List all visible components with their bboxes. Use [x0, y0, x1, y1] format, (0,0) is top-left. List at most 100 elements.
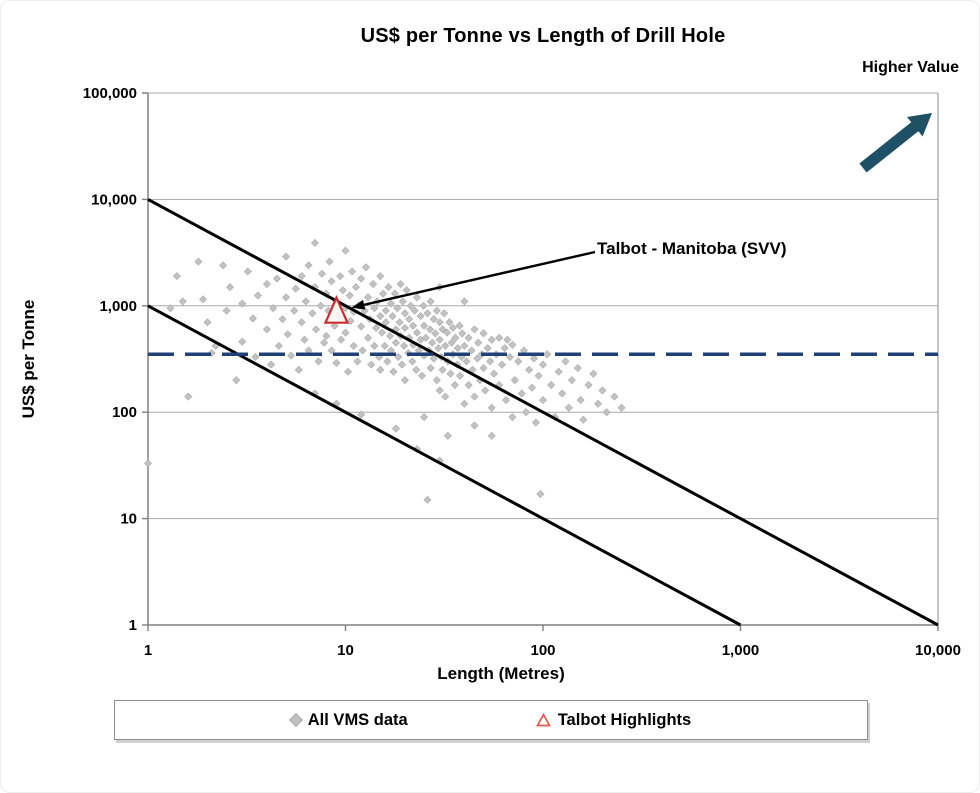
vms-data-point	[534, 371, 543, 380]
annotation-label: Talbot - Manitoba (SVV)	[597, 239, 787, 258]
vms-data-point	[448, 323, 457, 332]
vms-data-point	[203, 318, 212, 327]
vms-data-point	[386, 299, 396, 308]
vms-data-point	[310, 238, 319, 247]
vms-data-point	[330, 321, 339, 330]
vms-data-point	[467, 346, 476, 355]
vms-data-point	[564, 403, 573, 412]
legend-label-talbot: Talbot Highlights	[557, 710, 692, 729]
vms-data-point	[470, 392, 479, 401]
vms-data-point	[429, 354, 438, 363]
vms-data-point	[363, 333, 373, 342]
vms-data-point	[470, 325, 479, 334]
vms-data-point	[291, 284, 300, 293]
vms-data-point	[528, 383, 537, 392]
legend-item-talbot: Talbot Highlights	[535, 710, 692, 730]
vms-data-point	[412, 293, 421, 302]
vms-data-point	[172, 272, 181, 281]
vms-data-point	[294, 365, 303, 374]
vms-data-point	[421, 333, 430, 342]
vms-data-point	[525, 365, 534, 374]
vms-data-point	[419, 301, 428, 310]
vms-data-point	[479, 329, 488, 338]
vms-data-point	[385, 331, 395, 341]
vms-data-point	[269, 304, 278, 313]
vms-data-point	[610, 392, 619, 401]
vms-data-point	[369, 280, 378, 289]
vms-data-point	[435, 386, 444, 395]
talbot-highlight-marker	[323, 294, 350, 324]
vms-data-point	[267, 360, 276, 369]
vms-data-point	[453, 344, 462, 353]
vms-data-point	[531, 418, 540, 427]
vms-data-point	[455, 371, 465, 380]
vms-data-point	[406, 301, 415, 310]
y-tick-label: 1	[129, 617, 137, 634]
vms-data-point	[325, 257, 334, 266]
vms-data-point	[338, 286, 347, 295]
vms-data-point	[503, 335, 512, 344]
vms-data-point	[297, 272, 306, 281]
vms-data-point	[438, 365, 447, 374]
vms-data-point	[432, 376, 441, 385]
vms-data-point	[312, 325, 321, 334]
vms-data-point	[429, 315, 438, 324]
vms-data-point	[500, 344, 509, 353]
vms-data-point	[617, 403, 626, 412]
vms-data-point	[426, 364, 435, 373]
vms-data-point	[384, 283, 393, 292]
annotation-leader-line	[363, 250, 596, 306]
vms-data-point	[567, 376, 576, 385]
vms-data-point	[357, 274, 366, 283]
vms-data-point	[554, 367, 563, 376]
vms-data-point	[543, 350, 552, 359]
vms-data-point	[479, 364, 488, 373]
vms-data-point	[481, 386, 490, 395]
vms-data-point	[451, 333, 460, 342]
vms-data-point	[487, 431, 496, 440]
vms-data-point	[290, 306, 299, 315]
vms-data-point	[405, 315, 414, 324]
vms-data-point	[222, 306, 231, 315]
vms-data-point	[336, 272, 345, 281]
vms-data-point	[426, 297, 435, 306]
vms-data-point	[320, 338, 329, 347]
vms-data-point	[353, 357, 362, 366]
vms-data-point	[398, 297, 407, 306]
vms-data-point	[194, 257, 203, 266]
vms-data-point	[314, 357, 323, 366]
vms-data-point	[443, 328, 452, 337]
vms-data-point	[238, 299, 247, 308]
vms-data-point	[529, 354, 538, 363]
legend-item-vms: All VMS data	[288, 710, 408, 730]
vms-data-point	[243, 267, 252, 276]
vms-data-point	[473, 354, 482, 363]
vms-data-point	[345, 291, 354, 300]
vms-data-point	[219, 261, 228, 270]
vms-data-point	[460, 297, 469, 306]
vms-data-point	[358, 346, 367, 355]
vms-data-point	[379, 289, 388, 298]
vms-data-point	[199, 295, 208, 304]
vms-data-point	[400, 341, 409, 350]
vms-data-point	[447, 338, 456, 347]
vms-data-point	[538, 396, 548, 405]
vms-data-point	[428, 338, 437, 347]
vms-data-point	[251, 353, 260, 362]
vms-data-point	[441, 392, 450, 401]
legend: All VMS data Talbot Highlights	[114, 700, 868, 740]
vms-data-point	[474, 338, 483, 347]
y-tick-label: 1,000	[99, 298, 137, 315]
vms-data-point	[388, 312, 397, 321]
vms-data-point	[361, 263, 371, 272]
vms-data-point	[445, 318, 454, 327]
vms-data-point	[322, 331, 331, 341]
vms-data-point	[391, 424, 400, 433]
vms-diamond-icon	[288, 712, 303, 728]
vms-data-point	[487, 403, 496, 412]
vms-data-point	[341, 246, 350, 255]
vms-data-point	[441, 341, 450, 350]
vms-data-point	[558, 389, 567, 398]
legend-label-vms: All VMS data	[307, 710, 408, 729]
